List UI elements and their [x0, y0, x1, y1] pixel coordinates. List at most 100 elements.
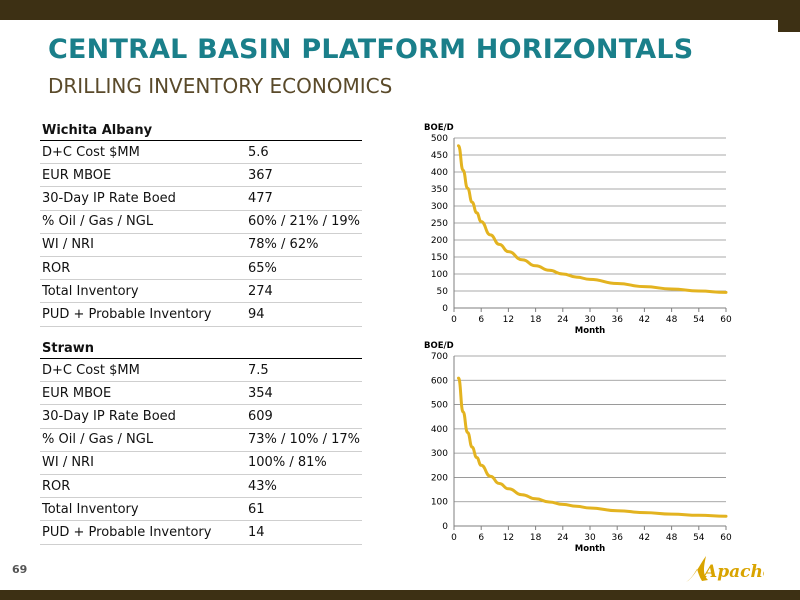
x-axis-title: Month [575, 544, 605, 554]
row-label: ROR [40, 474, 247, 499]
y-tick-label: 300 [431, 202, 448, 212]
x-tick-label: 48 [666, 315, 678, 325]
y-tick-label: 600 [431, 376, 448, 386]
table-row: ROR 43% [40, 474, 362, 499]
y-tick-label: 450 [431, 151, 448, 161]
row-label: D+C Cost $MM [40, 140, 247, 165]
x-tick-label: 30 [584, 315, 596, 325]
row-value: 367 [246, 163, 362, 188]
y-tick-label: 100 [431, 270, 448, 280]
y-tick-label: 0 [442, 522, 448, 532]
x-tick-label: 12 [503, 315, 514, 325]
y-tick-label: 400 [431, 425, 448, 435]
y-tick-label: 700 [431, 352, 448, 362]
table-row: % Oil / Gas / NGL 73% / 10% / 17% [40, 428, 362, 452]
y-tick-label: 400 [431, 168, 448, 178]
strawn-table: Strawn D+C Cost $MM 7.5 EUR MBOE 354 30-Da… [40, 338, 362, 545]
row-value: 609 [246, 404, 362, 429]
table-row: D+C Cost $MM 5.6 [40, 140, 362, 165]
top-accent-block [778, 20, 800, 32]
wichita-albany-decline-chart: 0 50 100 150 200 250 300 350 400 450 500 0 6 12 18 24 30… [424, 123, 732, 336]
row-label: EUR MBOE [40, 381, 247, 406]
table-row: Total Inventory 274 [40, 279, 362, 304]
apache-logo: Apache [686, 556, 764, 582]
x-tick-label: 0 [451, 533, 457, 543]
table-row: Total Inventory 61 [40, 497, 362, 522]
row-label: % Oil / Gas / NGL [40, 210, 247, 234]
x-tick-label: 60 [720, 533, 732, 543]
row-label: EUR MBOE [40, 163, 247, 188]
x-tick-label: 30 [584, 533, 596, 543]
y-tick-label: 350 [431, 185, 448, 195]
y-axis-title: BOE/D [424, 341, 454, 351]
y-tick-label: 150 [431, 253, 448, 263]
page-number: 69 [12, 563, 28, 576]
row-value: 477 [246, 186, 362, 211]
apache-logo-swoosh [686, 556, 708, 582]
row-label: 30-Day IP Rate Boed [40, 404, 247, 429]
x-tick-label: 24 [557, 315, 569, 325]
row-label: PUD + Probable Inventory [40, 520, 247, 545]
x-tick-label: 54 [693, 533, 705, 543]
row-label: Total Inventory [40, 279, 247, 304]
x-tick-label: 24 [557, 533, 569, 543]
x-tick-label: 54 [693, 315, 705, 325]
row-value: 14 [246, 520, 362, 545]
y-tick-label: 300 [431, 449, 448, 459]
apache-logo-text: Apache [702, 562, 764, 582]
y-tick-label: 0 [442, 304, 448, 314]
table-row: % Oil / Gas / NGL 60% / 21% / 19% [40, 210, 362, 234]
table-heading: Wichita Albany [40, 120, 362, 141]
decline-curve-line [457, 144, 728, 294]
row-value: 354 [246, 381, 362, 406]
row-label: ROR [40, 256, 247, 281]
row-label: WI / NRI [40, 451, 247, 475]
row-value: 7.5 [246, 358, 362, 383]
strawn-decline-chart: 0 100 200 300 400 500 600 700 0 6 12 18 24 30 36 42 48 54… [424, 341, 732, 554]
row-value: 73% / 10% / 17% [246, 428, 362, 452]
table-row: WI / NRI 100% / 81% [40, 451, 362, 475]
y-tick-label: 200 [431, 236, 448, 246]
row-label: PUD + Probable Inventory [40, 302, 247, 327]
row-value: 65% [246, 256, 362, 281]
x-tick-label: 12 [503, 533, 514, 543]
x-tick-label: 6 [478, 315, 484, 325]
table-row: EUR MBOE 354 [40, 381, 362, 406]
x-tick-label: 48 [666, 533, 678, 543]
x-tick-label: 36 [611, 533, 623, 543]
row-value: 60% / 21% / 19% [246, 210, 362, 234]
table-row: 30-Day IP Rate Boed 477 [40, 186, 362, 211]
y-tick-label: 50 [437, 287, 449, 297]
x-tick-label: 36 [611, 315, 623, 325]
y-tick-label: 500 [431, 134, 448, 144]
x-tick-label: 42 [639, 533, 650, 543]
table-row: PUD + Probable Inventory 14 [40, 520, 362, 545]
x-tick-label: 6 [478, 533, 484, 543]
row-value: 43% [246, 474, 362, 499]
row-value: 94 [246, 302, 362, 327]
x-axis-title: Month [575, 326, 605, 336]
row-value: 5.6 [246, 140, 362, 165]
y-tick-label: 200 [431, 473, 448, 483]
table-row: ROR 65% [40, 256, 362, 281]
y-axis-title: BOE/D [424, 123, 454, 133]
row-label: WI / NRI [40, 233, 247, 257]
y-tick-label: 500 [431, 401, 448, 411]
row-label: 30-Day IP Rate Boed [40, 186, 247, 211]
table-row: D+C Cost $MM 7.5 [40, 358, 362, 383]
decline-curve-line [457, 376, 728, 518]
table-row: 30-Day IP Rate Boed 609 [40, 404, 362, 429]
x-tick-label: 60 [720, 315, 732, 325]
row-label: D+C Cost $MM [40, 358, 247, 383]
table-row: PUD + Probable Inventory 94 [40, 302, 362, 327]
x-tick-label: 0 [451, 315, 457, 325]
wichita-albany-table: Wichita Albany D+C Cost $MM 5.6 EUR MBOE 3… [40, 120, 362, 327]
page-subtitle: DRILLING INVENTORY ECONOMICS [48, 74, 393, 98]
row-value: 61 [246, 497, 362, 522]
table-row: EUR MBOE 367 [40, 163, 362, 188]
row-value: 100% / 81% [246, 451, 362, 475]
y-tick-label: 250 [431, 219, 448, 229]
row-value: 78% / 62% [246, 233, 362, 257]
bottom-bar [0, 590, 800, 600]
x-tick-label: 18 [530, 315, 542, 325]
